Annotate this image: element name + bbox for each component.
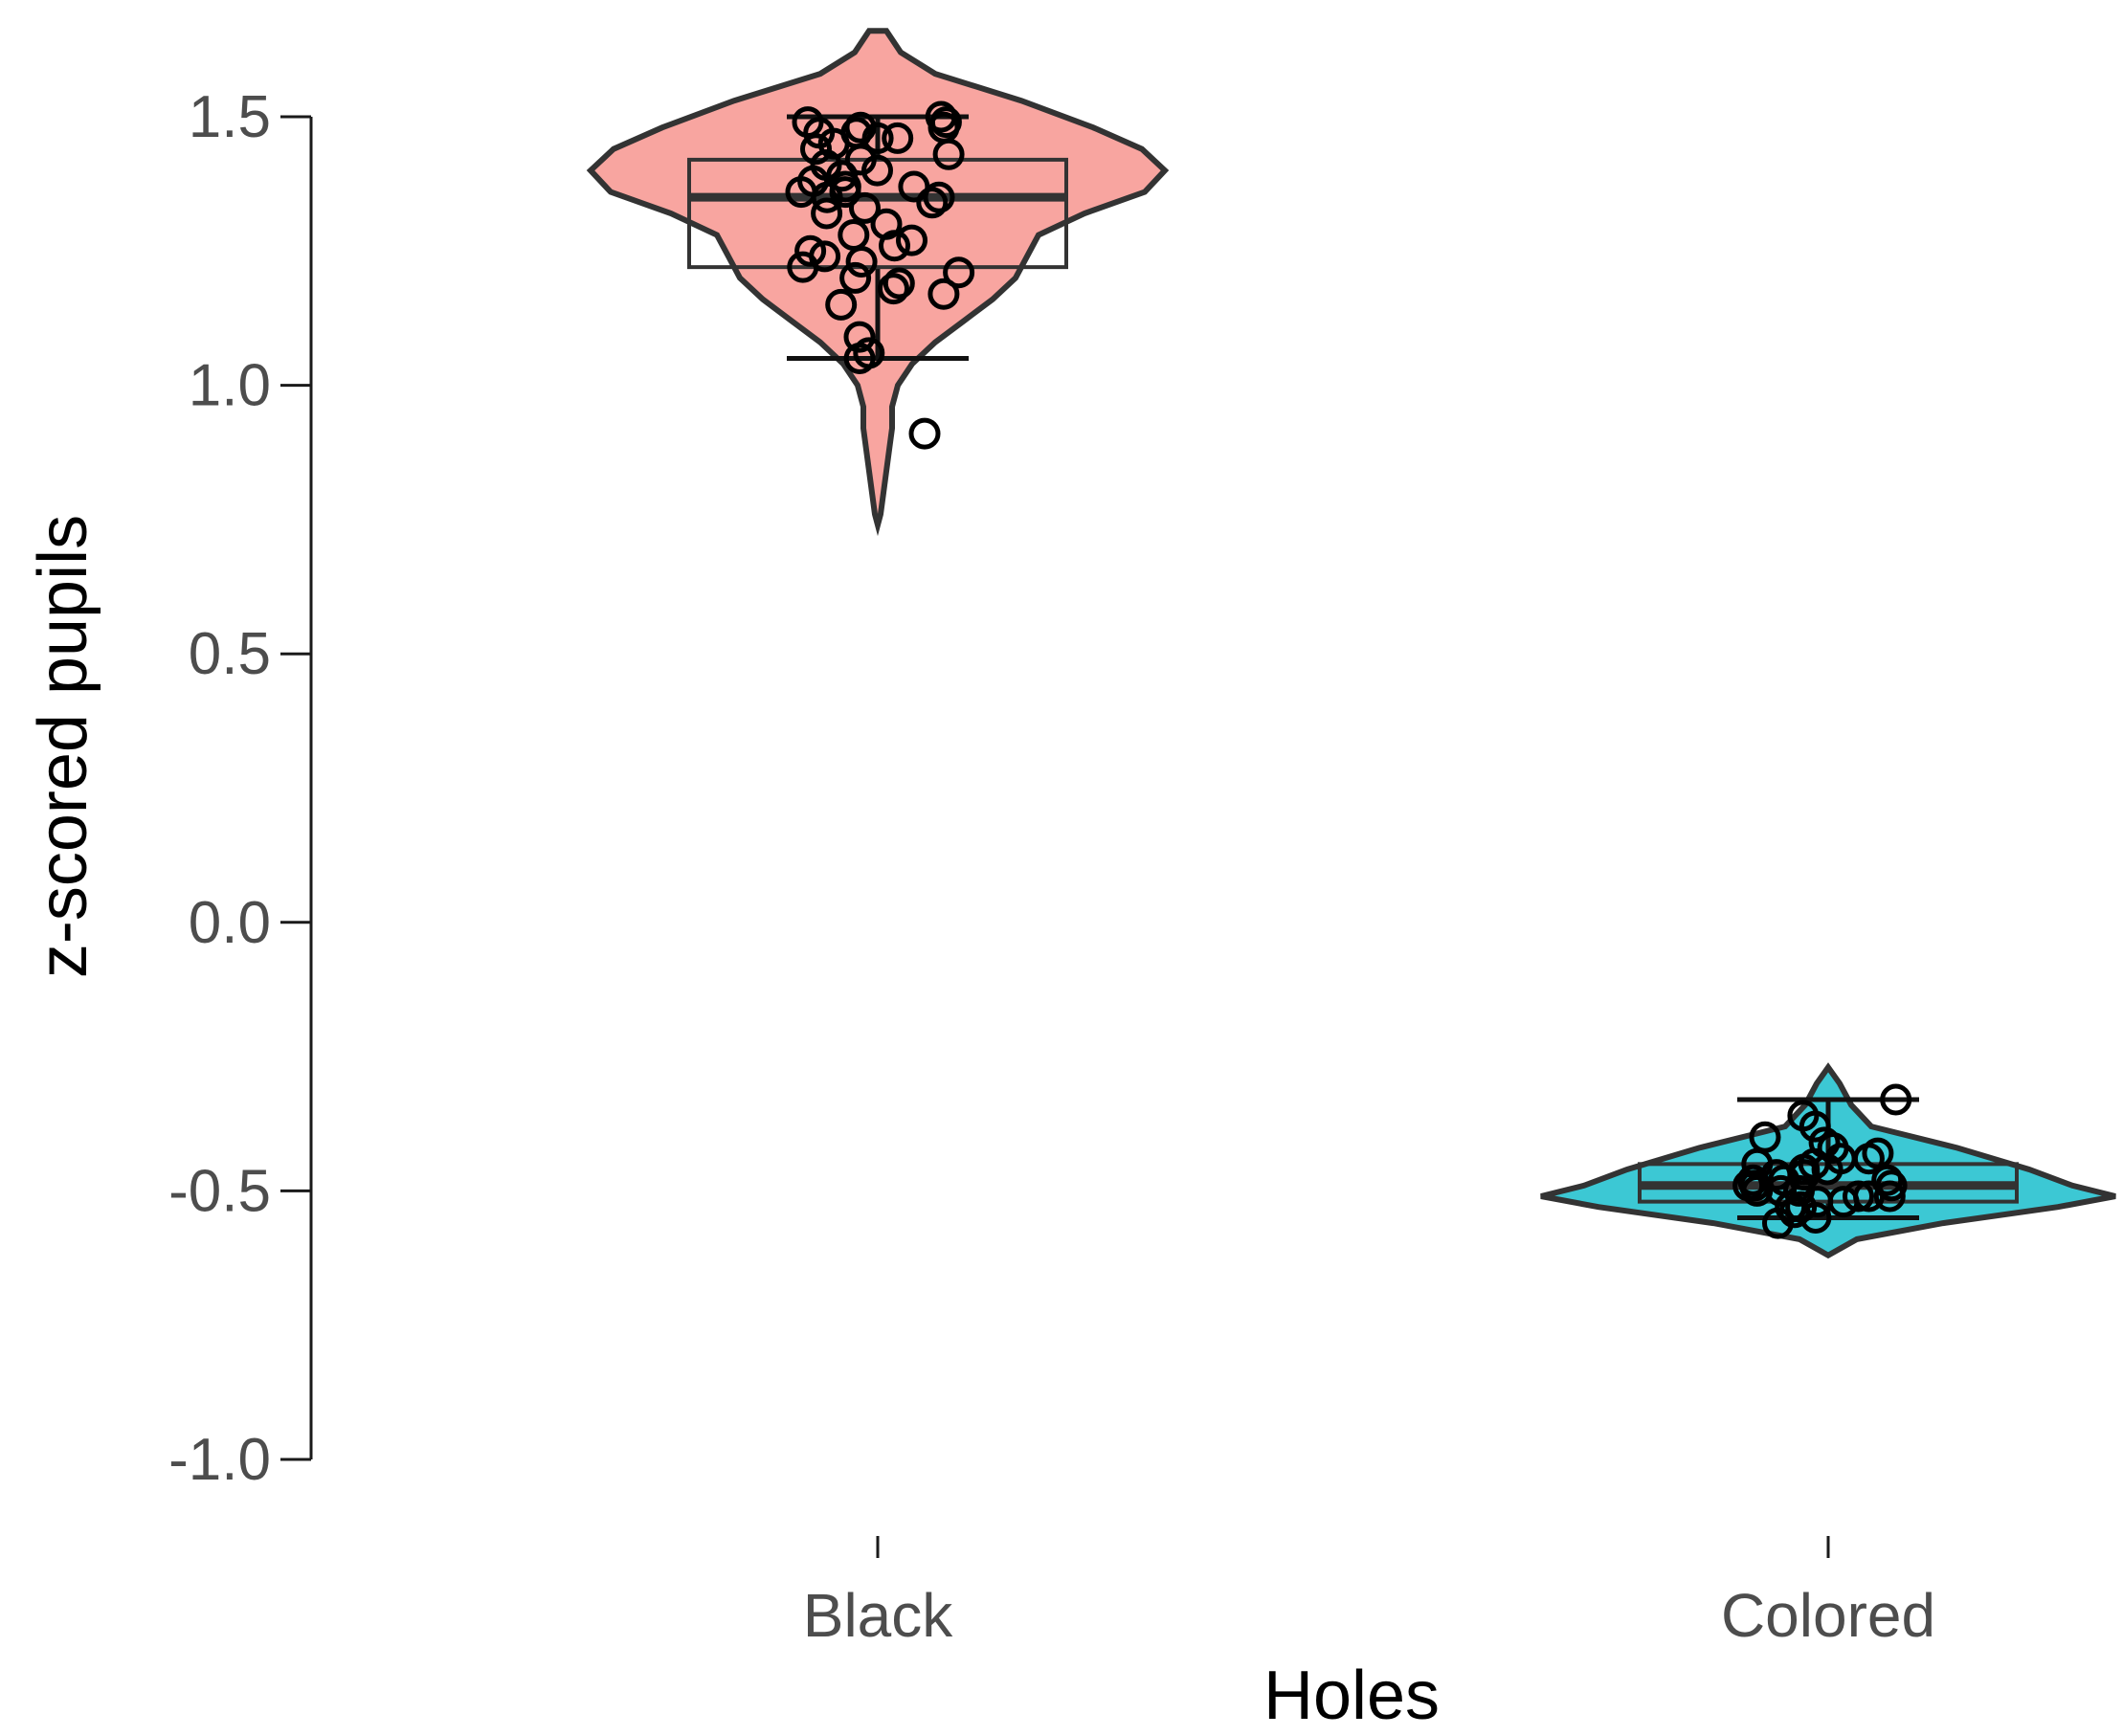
x-axis-title: Holes [1263,1658,1440,1734]
data-point [927,278,960,310]
data-point [1799,1110,1831,1143]
data-point [1811,1153,1844,1186]
data-point [1880,1083,1912,1116]
data-point [943,256,975,289]
data-point [1765,1174,1797,1207]
data-point [861,154,893,187]
data-point [1762,1207,1794,1239]
data-point [1843,1180,1874,1213]
data-point [896,224,927,256]
data-point [794,234,827,267]
data-point [800,133,832,166]
y-tick-label: 1.5 [189,84,271,150]
data-point [861,122,894,154]
axes: 1.5 1.0 0.5 0.0 -0.5 -1.0 Black Colored [168,84,1935,1650]
data-point [849,191,881,224]
data-point [843,321,876,353]
x-tick-label: Colored [1721,1581,1935,1650]
data-point [1852,1143,1885,1175]
y-tick-label: 0.5 [189,621,271,687]
data-point [1799,1202,1832,1234]
data-point [882,122,914,154]
data-point [1741,1174,1774,1207]
data-point [839,261,872,294]
data-point [932,138,965,170]
data-point [787,251,819,283]
data-point [825,288,858,321]
x-tick-label: Black [803,1581,954,1650]
data-point [811,181,843,213]
y-tick-label: 1.0 [189,353,271,419]
box-black [687,157,1068,270]
data-point [883,267,915,300]
data-point [843,343,876,374]
y-tick-label: -0.5 [168,1158,271,1224]
data-point [879,230,910,262]
plot-area [586,28,2116,1259]
data-point [1871,1164,1904,1196]
y-tick-label: -1.0 [168,1427,271,1493]
data-point [811,197,843,230]
data-point [916,187,949,219]
y-tick-label: 0.0 [189,890,271,956]
data-point [845,246,878,278]
data-point [829,176,861,209]
data-point [1873,1180,1906,1213]
y-axis-title: z-scored pupils [25,515,101,978]
data-point [878,273,909,305]
data-point [908,417,941,450]
data-point [923,181,955,213]
